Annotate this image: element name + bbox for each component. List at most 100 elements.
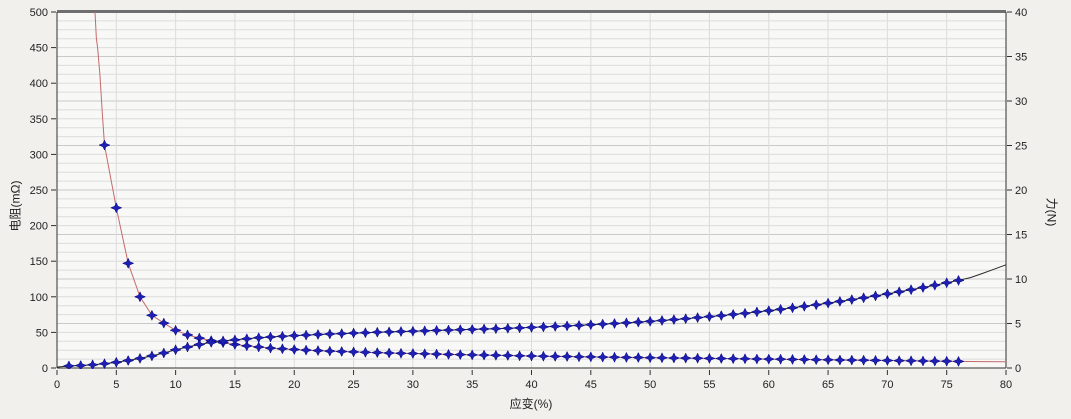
- left-tick-label: 50: [36, 327, 48, 339]
- x-tick-label: 75: [941, 379, 953, 391]
- left-tick-label: 100: [30, 292, 48, 304]
- data-point-marker: [655, 314, 669, 327]
- data-point-marker: [798, 353, 811, 366]
- right-tick-label: 20: [1015, 185, 1027, 197]
- data-point-marker: [264, 342, 277, 354]
- left-tick-label: 300: [30, 149, 48, 161]
- data-point-marker: [323, 328, 336, 340]
- data-point-marker: [537, 321, 550, 333]
- data-point-marker: [774, 353, 787, 365]
- data-point-marker: [311, 328, 325, 341]
- data-point-marker: [110, 356, 123, 368]
- data-point-marker: [193, 332, 206, 344]
- data-point-marker: [311, 345, 325, 357]
- data-point-marker: [679, 352, 692, 364]
- x-tick-label: 10: [170, 379, 182, 391]
- left-tick-label: 200: [30, 221, 48, 233]
- data-point-marker: [952, 274, 965, 286]
- data-point-marker: [786, 302, 799, 314]
- data-point-marker: [240, 333, 253, 345]
- data-point-marker: [110, 202, 123, 214]
- data-point-marker: [715, 352, 728, 365]
- data-point-marker: [928, 355, 941, 367]
- data-point-marker: [371, 347, 384, 359]
- data-point-marker: [98, 139, 111, 151]
- data-point-marker: [620, 351, 633, 363]
- left-tick-label: 400: [30, 78, 48, 90]
- x-tick-label: 60: [763, 379, 775, 391]
- x-tick-label: 40: [525, 379, 537, 391]
- data-point-marker: [335, 345, 348, 358]
- data-point-marker: [394, 325, 408, 338]
- data-point-marker: [572, 319, 586, 331]
- data-point-marker: [845, 294, 858, 306]
- x-tick-label: 45: [585, 379, 597, 391]
- data-point-marker: [157, 347, 170, 359]
- data-point-marker: [145, 350, 159, 362]
- data-point-marker: [940, 277, 953, 289]
- data-point-marker: [857, 292, 870, 304]
- data-point-marker: [916, 355, 930, 367]
- data-point-marker: [667, 314, 681, 326]
- right-tick-label: 40: [1015, 7, 1027, 19]
- data-point-marker: [655, 352, 669, 364]
- x-tick-label: 30: [407, 379, 419, 391]
- x-tick-label: 5: [113, 379, 119, 391]
- data-point-marker: [560, 350, 574, 363]
- data-point-marker: [205, 336, 218, 348]
- data-point-marker: [228, 334, 242, 346]
- x-tick-label: 15: [229, 379, 241, 391]
- data-point-marker: [466, 323, 479, 335]
- data-point-marker: [442, 348, 455, 360]
- data-point-marker: [513, 350, 526, 362]
- data-point-marker: [857, 354, 870, 366]
- x-tick-label: 0: [54, 379, 60, 391]
- data-point-marker: [833, 354, 847, 366]
- data-point-marker: [869, 354, 882, 366]
- data-point-marker: [276, 343, 289, 355]
- x-tick-label: 25: [347, 379, 359, 391]
- data-point-marker: [299, 329, 313, 341]
- data-point-marker: [240, 340, 253, 352]
- data-point-marker: [442, 324, 455, 336]
- data-point-marker: [679, 313, 692, 325]
- data-point-marker: [715, 310, 728, 322]
- data-point-marker: [122, 257, 135, 269]
- data-point-marker: [869, 290, 882, 302]
- data-point-marker: [940, 355, 953, 367]
- data-point-marker: [810, 299, 823, 311]
- data-point-marker: [86, 359, 99, 369]
- data-point-marker: [904, 355, 918, 367]
- right-tick-label: 5: [1015, 319, 1021, 331]
- data-point-marker: [181, 341, 194, 353]
- data-point-marker: [833, 295, 847, 307]
- data-point-marker: [394, 347, 408, 359]
- data-point-marker: [513, 322, 526, 334]
- data-point-marker: [632, 351, 645, 364]
- data-point-marker: [169, 324, 182, 336]
- right-tick-label: 35: [1015, 52, 1027, 64]
- data-point-marker: [537, 350, 550, 362]
- data-point-marker: [181, 329, 194, 341]
- data-point-marker: [430, 324, 443, 336]
- x-tick-label: 35: [466, 379, 478, 391]
- left-tick-label: 350: [30, 114, 48, 126]
- left-tick-label: 500: [30, 7, 48, 19]
- data-point-marker: [738, 307, 752, 319]
- data-point-marker: [893, 286, 906, 298]
- data-point-marker: [596, 318, 609, 330]
- data-point-marker: [133, 352, 147, 364]
- data-point-marker: [881, 354, 894, 367]
- data-point-marker: [430, 348, 443, 360]
- data-point-marker: [608, 317, 621, 330]
- data-point-marker: [157, 317, 170, 329]
- data-point-marker: [418, 325, 431, 337]
- data-point-marker: [727, 308, 740, 320]
- right-tick-label: 15: [1015, 230, 1027, 242]
- data-point-marker: [347, 327, 360, 339]
- data-point-marker: [643, 315, 657, 327]
- data-point-marker: [359, 346, 372, 358]
- data-point-marker: [774, 303, 787, 315]
- data-point-marker: [738, 353, 752, 365]
